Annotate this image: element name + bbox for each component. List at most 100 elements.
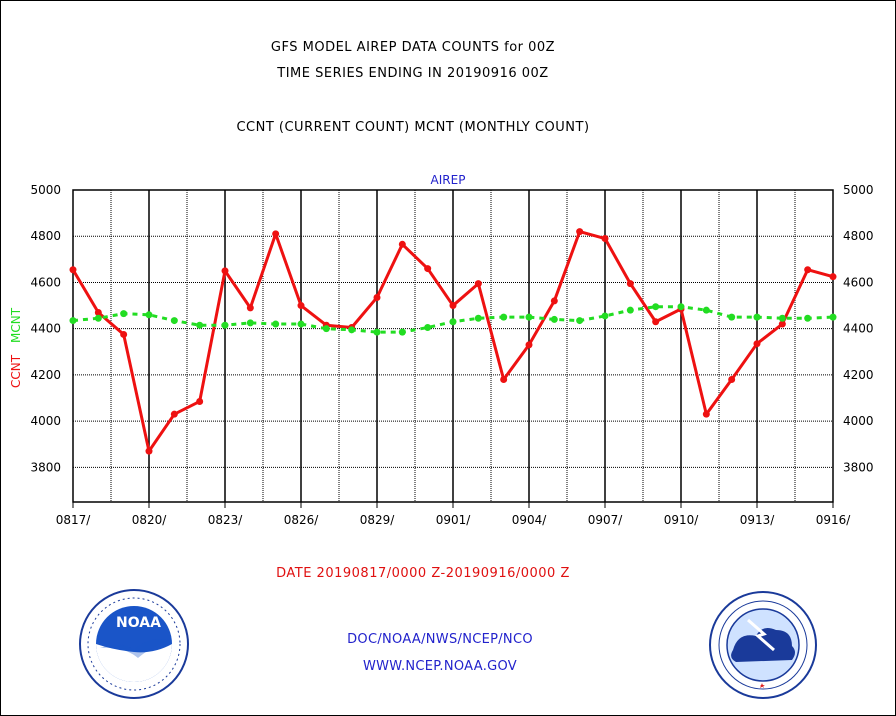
y-tick-label-right: 4400 bbox=[843, 322, 874, 336]
data-point-ccnt bbox=[424, 265, 432, 273]
data-point-ccnt bbox=[652, 318, 660, 326]
y-tick-label-left: 3800 bbox=[30, 460, 61, 474]
data-point-ccnt bbox=[525, 341, 533, 349]
data-point-mcnt bbox=[170, 317, 178, 325]
data-point-ccnt bbox=[500, 376, 508, 384]
x-tick-label: 0820/ bbox=[132, 513, 168, 527]
data-point-mcnt bbox=[94, 314, 102, 322]
y-tick-label-right: 3800 bbox=[843, 460, 874, 474]
data-point-mcnt bbox=[424, 324, 432, 332]
data-point-ccnt bbox=[69, 266, 77, 274]
data-point-ccnt bbox=[170, 410, 178, 418]
y-tick-label-right: 5000 bbox=[843, 183, 874, 197]
x-tick-label: 0913/ bbox=[740, 513, 776, 527]
noaa-logo-text: NOAA bbox=[116, 615, 161, 631]
y-tick-label-left: 4400 bbox=[30, 322, 61, 336]
data-point-ccnt bbox=[576, 228, 584, 236]
data-point-mcnt bbox=[576, 317, 584, 325]
x-tick-label: 0826/ bbox=[284, 513, 320, 527]
x-tick-label: 0916/ bbox=[816, 513, 852, 527]
data-point-mcnt bbox=[272, 320, 280, 328]
y-axis-label-ccnt: CCNT bbox=[9, 354, 23, 388]
data-point-mcnt bbox=[626, 306, 634, 314]
data-point-ccnt bbox=[94, 308, 102, 316]
chart-title-line2: TIME SERIES ENDING IN 20190916 00Z bbox=[277, 66, 549, 81]
data-point-ccnt bbox=[474, 280, 482, 288]
data-point-mcnt bbox=[120, 310, 128, 318]
x-tick-label: 0907/ bbox=[588, 513, 624, 527]
data-point-mcnt bbox=[196, 321, 204, 329]
data-point-mcnt bbox=[728, 313, 736, 321]
data-point-ccnt bbox=[196, 397, 204, 405]
x-tick-label: 0910/ bbox=[664, 513, 700, 527]
y-tick-label-right: 4600 bbox=[843, 275, 874, 289]
x-tick-label: 0901/ bbox=[436, 513, 472, 527]
data-point-ccnt bbox=[449, 302, 457, 310]
data-point-ccnt bbox=[398, 240, 406, 248]
data-point-ccnt bbox=[297, 302, 305, 310]
grid bbox=[73, 190, 833, 502]
data-point-ccnt bbox=[702, 410, 710, 418]
data-point-mcnt bbox=[753, 313, 761, 321]
data-point-mcnt bbox=[652, 303, 660, 311]
chart-title-line1: GFS MODEL AIREP DATA COUNTS for 00Z bbox=[270, 40, 556, 55]
data-point-mcnt bbox=[449, 318, 457, 326]
data-point-mcnt bbox=[829, 313, 837, 321]
x-tick-label: 0829/ bbox=[360, 513, 396, 527]
y-tick-label-left: 4000 bbox=[30, 414, 61, 428]
x-tick-label: 0817/ bbox=[56, 513, 92, 527]
data-point-mcnt bbox=[373, 328, 381, 336]
data-point-mcnt bbox=[500, 313, 508, 321]
data-point-ccnt bbox=[120, 330, 128, 338]
data-point-mcnt bbox=[702, 306, 710, 314]
data-point-mcnt bbox=[145, 311, 153, 319]
data-point-mcnt bbox=[550, 315, 558, 323]
date-range: DATE 20190817/0000 Z-20190916/0000 Z bbox=[276, 566, 570, 581]
data-point-ccnt bbox=[272, 230, 280, 238]
plot-title: AIREP bbox=[431, 173, 466, 187]
y-tick-label-left: 5000 bbox=[30, 183, 61, 197]
data-point-ccnt bbox=[778, 320, 786, 328]
data-point-ccnt bbox=[246, 304, 254, 312]
data-point-ccnt bbox=[829, 273, 837, 281]
data-point-mcnt bbox=[348, 326, 356, 334]
y-tick-label-right: 4200 bbox=[843, 368, 874, 382]
y-tick-label-left: 4600 bbox=[30, 275, 61, 289]
noaa-logo-icon bbox=[79, 589, 189, 699]
x-tick-label: 0904/ bbox=[512, 513, 548, 527]
data-point-mcnt bbox=[778, 314, 786, 322]
data-point-ccnt bbox=[373, 293, 381, 301]
data-point-mcnt bbox=[804, 314, 812, 322]
y-tick-label-left: 4800 bbox=[30, 229, 61, 243]
website-link[interactable]: WWW.NCEP.NOAA.GOV bbox=[362, 659, 518, 674]
data-point-mcnt bbox=[525, 313, 533, 321]
y-tick-label-left: 4200 bbox=[30, 368, 61, 382]
chart-subtitle: CCNT (CURRENT COUNT) MCNT (MONTHLY COUNT… bbox=[236, 120, 590, 135]
y-tick-label-right: 4800 bbox=[843, 229, 874, 243]
data-point-ccnt bbox=[753, 340, 761, 348]
y-axis-label-mcnt: MCNT bbox=[9, 307, 23, 343]
data-point-mcnt bbox=[297, 320, 305, 328]
data-point-mcnt bbox=[221, 321, 229, 329]
data-point-ccnt bbox=[601, 235, 609, 243]
data-point-mcnt bbox=[322, 325, 330, 333]
y-tick-label-right: 4000 bbox=[843, 414, 874, 428]
data-point-mcnt bbox=[677, 303, 685, 311]
x-tick-label: 0823/ bbox=[208, 513, 244, 527]
data-point-mcnt bbox=[398, 328, 406, 336]
data-point-ccnt bbox=[728, 376, 736, 384]
data-point-ccnt bbox=[550, 297, 558, 305]
data-point-mcnt bbox=[601, 312, 609, 320]
data-point-ccnt bbox=[804, 266, 812, 274]
data-point-ccnt bbox=[221, 267, 229, 275]
nws-logo-icon bbox=[709, 591, 817, 699]
axes: 3800 3800 4000 4000 4200 4200 4400 4400 4600 4600… bbox=[30, 183, 873, 527]
data-point-mcnt bbox=[246, 319, 254, 327]
data-point-mcnt bbox=[474, 314, 482, 322]
series bbox=[69, 228, 837, 455]
data-point-mcnt bbox=[69, 317, 77, 325]
data-point-ccnt bbox=[626, 280, 634, 288]
data-point-ccnt bbox=[145, 447, 153, 455]
org-label: DOC/NOAA/NWS/NCEP/NCO bbox=[347, 632, 533, 647]
